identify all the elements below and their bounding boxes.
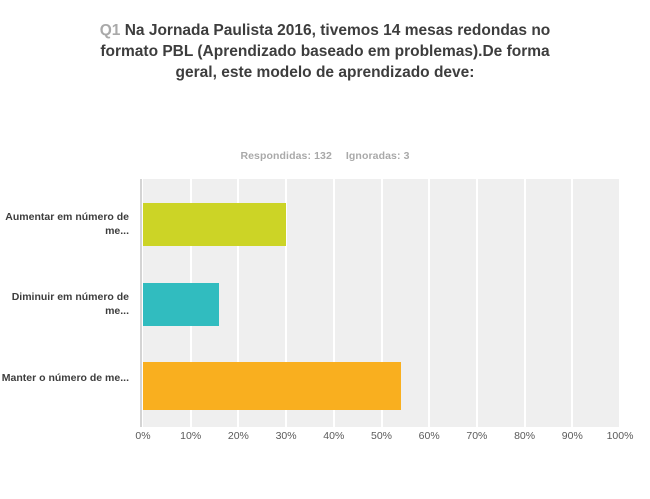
y-axis-line bbox=[140, 179, 142, 427]
skipped-count: Ignoradas: 3 bbox=[345, 150, 410, 162]
bar-1[interactable] bbox=[143, 283, 220, 326]
bar-2[interactable] bbox=[143, 362, 401, 410]
gridline bbox=[475, 179, 478, 427]
x-axis-tick-labels: 0% 10% 20% 30% 40% 50% 60% 70% 80% 90% 100% bbox=[135, 430, 633, 450]
gridline bbox=[523, 179, 526, 427]
gridline bbox=[428, 179, 431, 427]
question-text: Na Jornada Paulista 2016, tivemos 14 mes… bbox=[100, 22, 551, 81]
x-tick-label-6: 60% bbox=[418, 430, 440, 442]
category-label-2: Manter o número de me... bbox=[1, 372, 129, 384]
category-label-1: Diminuir em número de me... bbox=[11, 291, 129, 317]
gridline bbox=[285, 179, 288, 427]
x-tick-label-7: 70% bbox=[466, 430, 488, 442]
x-tick-label-2: 20% bbox=[227, 430, 249, 442]
x-tick-label-4: 40% bbox=[323, 430, 345, 442]
chart-title-block: Q1 Na Jornada Paulista 2016, tivemos 14 … bbox=[85, 20, 565, 83]
x-tick-label-3: 30% bbox=[275, 430, 297, 442]
response-summary: Respondidas: 132 Ignoradas: 3 bbox=[85, 150, 565, 162]
gridline bbox=[237, 179, 240, 427]
bar-row bbox=[143, 283, 620, 326]
gridline bbox=[619, 179, 620, 427]
plot-area bbox=[143, 179, 620, 427]
gridline bbox=[571, 179, 574, 427]
gridline bbox=[332, 179, 335, 427]
x-tick-label-0: 0% bbox=[135, 430, 151, 442]
gridline bbox=[380, 179, 383, 427]
page-title: Q1 Na Jornada Paulista 2016, tivemos 14 … bbox=[85, 20, 565, 83]
x-tick-label-9: 90% bbox=[561, 430, 583, 442]
x-tick-label-5: 50% bbox=[370, 430, 393, 442]
answered-count: Respondidas: 132 bbox=[240, 150, 332, 162]
bar-row bbox=[143, 362, 620, 410]
x-tick-label-1: 10% bbox=[180, 430, 202, 442]
bar-row bbox=[143, 203, 620, 246]
bar-0[interactable] bbox=[143, 203, 287, 246]
x-tick-label-10: 100% bbox=[606, 430, 634, 442]
x-tick-label-8: 80% bbox=[514, 430, 536, 442]
question-number-label: Q1 bbox=[99, 22, 121, 39]
y-axis-category-labels: Aumentar em número de me... Diminuir em n… bbox=[0, 179, 136, 427]
category-label-0: Aumentar em número de me... bbox=[5, 211, 129, 237]
